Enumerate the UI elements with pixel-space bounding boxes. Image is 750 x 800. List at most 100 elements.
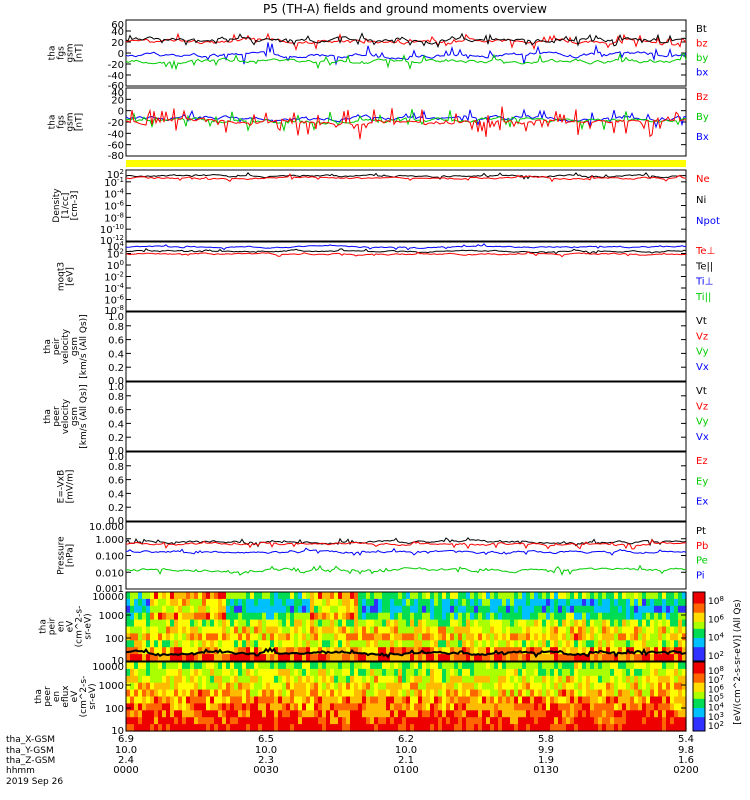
heat-cell	[554, 592, 559, 600]
heat-cell	[558, 710, 563, 718]
heat-cell	[146, 619, 151, 628]
heat-cell	[422, 633, 427, 641]
x-tick-label: 1.9	[538, 755, 554, 766]
heat-cell	[390, 654, 395, 662]
heat-cell	[586, 703, 591, 711]
heat-cell	[318, 682, 323, 691]
heat-cell	[150, 675, 155, 684]
heat-cell	[546, 717, 551, 725]
heat-cell	[630, 612, 635, 621]
heat-cell	[674, 696, 679, 704]
heat-cell	[494, 654, 499, 662]
heat-cell	[162, 598, 167, 607]
heat-cell	[430, 619, 435, 628]
heat-cell	[586, 682, 591, 691]
heat-cell	[286, 710, 291, 718]
heat-cell	[390, 619, 395, 628]
heat-cell	[526, 612, 531, 621]
heat-cell	[462, 668, 467, 677]
heat-cell	[190, 703, 195, 711]
heat-cell	[426, 689, 431, 698]
heat-cell	[414, 612, 419, 621]
heat-cell	[198, 724, 203, 732]
heat-cell	[230, 689, 235, 698]
heat-cell	[254, 675, 259, 684]
heat-cell	[206, 703, 211, 711]
heat-cell	[410, 710, 415, 718]
heat-cell	[462, 640, 467, 648]
heat-cell	[294, 675, 299, 684]
heat-cell	[586, 640, 591, 648]
axis-label: [cm-3]	[70, 191, 80, 221]
heat-cell	[334, 598, 339, 607]
heat-cell	[290, 605, 295, 614]
heat-cell	[166, 703, 171, 711]
heat-cell	[302, 703, 307, 711]
heat-cell	[146, 612, 151, 621]
heat-cell	[330, 724, 335, 732]
heat-cell	[238, 696, 243, 704]
heat-cell	[534, 662, 539, 670]
heat-cell	[314, 626, 319, 634]
tick-label: -20	[108, 118, 124, 129]
heat-cell	[646, 682, 651, 691]
heat-cell	[462, 633, 467, 641]
heat-cell	[374, 724, 379, 732]
axis-label: moqt3	[57, 262, 67, 291]
heat-cell	[642, 710, 647, 718]
heat-cell	[134, 592, 139, 600]
heat-cell	[458, 710, 463, 718]
heat-cell	[666, 689, 671, 698]
heat-cell	[254, 612, 259, 621]
heat-cell	[250, 682, 255, 691]
heat-cell	[634, 662, 639, 670]
heat-cell	[170, 682, 175, 691]
heat-cell	[294, 598, 299, 607]
heat-cell	[398, 675, 403, 684]
heat-cell	[302, 689, 307, 698]
heat-cell	[174, 662, 179, 670]
heat-cell	[606, 598, 611, 607]
heat-cell	[558, 682, 563, 691]
heat-cell	[574, 682, 579, 691]
legend-entry: By	[696, 112, 709, 123]
heat-cell	[322, 689, 327, 698]
heat-cell	[170, 633, 175, 641]
heat-cell	[550, 696, 555, 704]
heat-cell	[286, 654, 291, 662]
heat-cell	[166, 612, 171, 621]
heat-cell	[178, 703, 183, 711]
colorbar-cell	[693, 642, 705, 646]
heat-cell	[198, 633, 203, 641]
heat-cell	[450, 605, 455, 614]
heat-cell	[250, 605, 255, 614]
heat-cell	[562, 619, 567, 628]
heat-cell	[382, 626, 387, 634]
heat-cell	[522, 605, 527, 614]
heat-cell	[610, 633, 615, 641]
heat-cell	[570, 654, 575, 662]
heat-cell	[406, 605, 411, 614]
heat-cell	[438, 703, 443, 711]
heat-cell	[546, 654, 551, 662]
heat-cell	[474, 710, 479, 718]
heat-cell	[530, 696, 535, 704]
heat-cell	[550, 662, 555, 670]
heat-cell	[410, 724, 415, 732]
heat-cell	[242, 724, 247, 732]
heat-cell	[330, 682, 335, 691]
heat-cell	[366, 592, 371, 600]
heat-cell	[602, 682, 607, 691]
heat-cell	[654, 654, 659, 662]
tick-label: 0.2	[108, 503, 124, 514]
heat-cell	[294, 703, 299, 711]
heat-cell	[442, 717, 447, 725]
heat-cell	[474, 598, 479, 607]
heat-cell	[502, 675, 507, 684]
heat-cell	[390, 662, 395, 670]
heat-cell	[222, 605, 227, 614]
heat-cell	[302, 619, 307, 628]
heat-cell	[526, 724, 531, 732]
